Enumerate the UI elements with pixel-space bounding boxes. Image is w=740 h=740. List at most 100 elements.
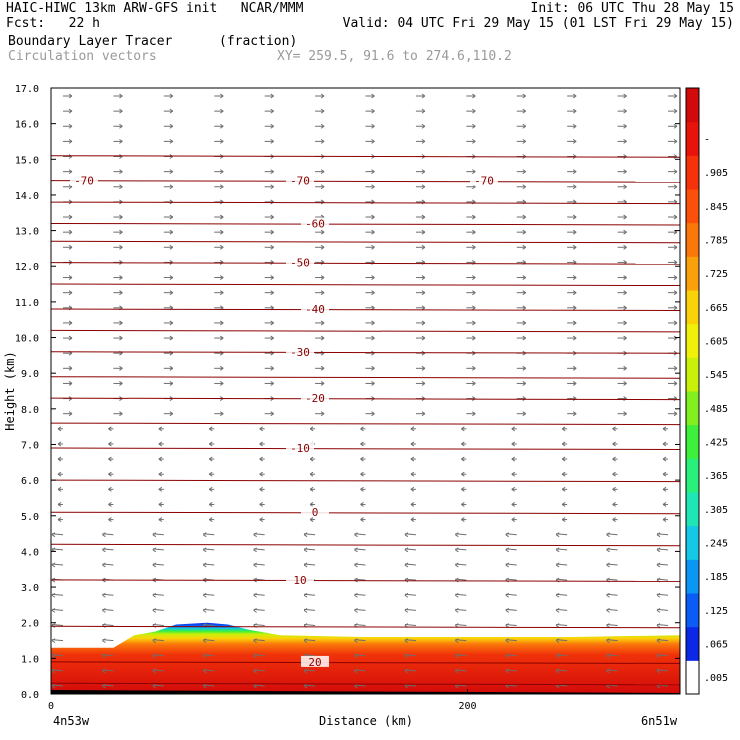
vector-head bbox=[455, 607, 459, 613]
vector-head bbox=[522, 290, 527, 296]
vector-head bbox=[612, 486, 616, 492]
vector-head bbox=[68, 123, 73, 129]
vector-head bbox=[68, 138, 73, 144]
vector-head bbox=[371, 335, 375, 341]
vector-head bbox=[612, 471, 616, 477]
vector-head bbox=[202, 592, 207, 598]
plot-frame bbox=[50, 87, 681, 695]
colorbar: .005 .065 .125 .185 .245 .305 .365 .425 .485 .545… bbox=[685, 87, 728, 695]
vector-head bbox=[68, 229, 73, 235]
vector-head bbox=[522, 108, 527, 114]
y-tick-label: 0.0 bbox=[21, 690, 39, 701]
vector-head bbox=[354, 547, 358, 553]
vector-head bbox=[219, 214, 224, 220]
vector-head bbox=[360, 456, 364, 462]
vector-head bbox=[461, 456, 465, 462]
vector-head bbox=[673, 229, 678, 235]
isotherm-label: -50 bbox=[290, 257, 310, 270]
temperature-contour bbox=[51, 329, 680, 333]
vector-head bbox=[472, 290, 476, 296]
vector-head bbox=[303, 547, 308, 553]
y-tick-label: 8.0 bbox=[21, 405, 39, 416]
vector-head bbox=[461, 502, 465, 507]
vector-head bbox=[119, 229, 123, 235]
vector-head bbox=[455, 638, 459, 644]
vector-head bbox=[102, 683, 106, 689]
vector-head bbox=[421, 184, 426, 190]
vector-head bbox=[253, 592, 257, 598]
vector-head bbox=[270, 244, 274, 250]
vector-head bbox=[270, 320, 274, 326]
vector-head bbox=[320, 381, 325, 386]
vector-head bbox=[511, 456, 516, 462]
vector-head bbox=[673, 320, 678, 326]
y-tick-label: 17.0 bbox=[15, 84, 39, 95]
temperature-contour bbox=[51, 283, 680, 287]
vector-head bbox=[320, 365, 325, 371]
vector-head bbox=[673, 365, 678, 371]
isotherm-label-bg bbox=[301, 506, 329, 518]
vector-head bbox=[119, 93, 123, 99]
vector-head bbox=[158, 426, 163, 432]
vector-head bbox=[208, 471, 213, 477]
isotherm-line bbox=[51, 351, 680, 354]
isotherm-label-bg bbox=[286, 573, 314, 585]
vector-head bbox=[606, 653, 610, 659]
vector-head bbox=[455, 547, 459, 553]
vector-head bbox=[511, 441, 516, 447]
vector-head bbox=[108, 486, 112, 492]
vector-head bbox=[572, 214, 577, 220]
y-tick-label: 12.0 bbox=[15, 262, 39, 273]
vector-head bbox=[102, 607, 106, 613]
vector-head bbox=[354, 668, 358, 674]
vector-head bbox=[108, 471, 112, 477]
vector-head bbox=[202, 653, 207, 659]
vector-head bbox=[320, 244, 325, 250]
vector-head bbox=[511, 471, 516, 477]
vector-head bbox=[371, 275, 375, 280]
vector-head bbox=[309, 471, 314, 477]
vector-head bbox=[68, 169, 73, 175]
vector-head bbox=[158, 456, 163, 462]
isotherm-line bbox=[51, 308, 680, 312]
colorbar-swatch bbox=[686, 121, 699, 156]
vector-head bbox=[270, 169, 274, 175]
vector-head bbox=[119, 411, 123, 417]
axes: 0.0 1.0 2.0 3.0 4.0 5.0 6.0 7.0 8.0 9.0 10.0 11.0 12… bbox=[15, 84, 680, 712]
y-tick-label: 9.0 bbox=[21, 369, 39, 380]
colorbar-swatch bbox=[686, 424, 699, 459]
vector-head bbox=[309, 502, 314, 507]
vector-head bbox=[253, 668, 257, 674]
isotherm-line bbox=[51, 180, 680, 183]
vector-head bbox=[102, 592, 106, 598]
vector-head bbox=[555, 638, 560, 644]
vector-head bbox=[522, 184, 527, 190]
vector-head bbox=[119, 275, 123, 280]
vector-head bbox=[472, 229, 476, 235]
x-axis-label: Distance (km) bbox=[319, 714, 413, 728]
vector-head bbox=[461, 486, 465, 492]
colorbar-swatch bbox=[686, 256, 699, 291]
vector-head bbox=[555, 592, 560, 598]
vector-head bbox=[673, 305, 678, 311]
vector-head bbox=[219, 275, 224, 280]
vector-head bbox=[68, 184, 73, 190]
vector-head bbox=[57, 441, 62, 447]
colorbar-swatch bbox=[686, 357, 699, 392]
vector-head bbox=[662, 456, 667, 462]
vector-head bbox=[119, 335, 123, 341]
colorbar-swatch bbox=[686, 458, 699, 493]
vector-head bbox=[404, 638, 409, 644]
forecast-hour: Fcst: 22 h bbox=[6, 16, 100, 31]
vector-head bbox=[303, 638, 308, 644]
vector-head bbox=[360, 502, 364, 507]
vector-head bbox=[303, 592, 308, 598]
vector-head bbox=[152, 653, 157, 659]
vector-head bbox=[202, 607, 207, 613]
colorbar-swatch bbox=[686, 222, 699, 257]
vector-head bbox=[219, 229, 224, 235]
vector-head bbox=[561, 441, 566, 447]
colorbar-swatch bbox=[686, 290, 699, 325]
vector-head bbox=[572, 275, 577, 280]
vector-head bbox=[259, 502, 263, 507]
